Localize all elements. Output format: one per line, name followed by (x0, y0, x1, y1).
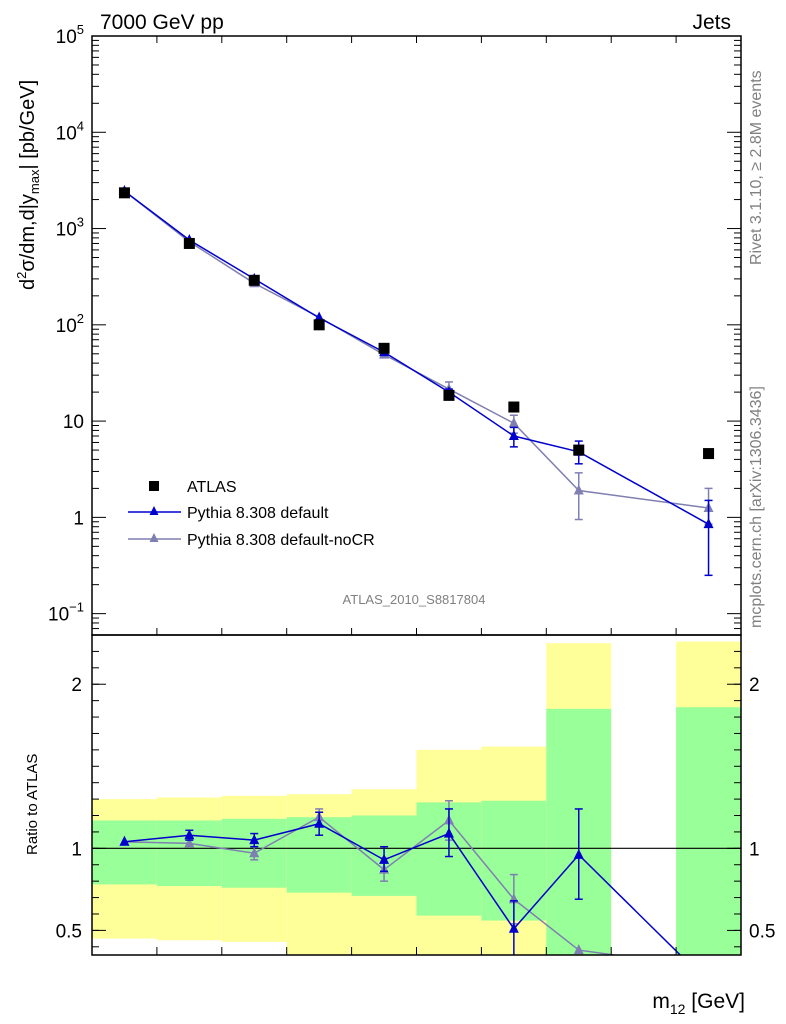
ratio-triangle-point (704, 977, 714, 987)
ratio-triangle-point (249, 847, 260, 858)
mcplots-info: mcplots.cern.ch [arXiv:1306.3436] (748, 386, 765, 628)
x-axis-label: m12 [GeV] (652, 990, 745, 1017)
atlas-data-point (118, 187, 130, 199)
y-tick-label: 10 (63, 412, 84, 433)
ratio-tick-label-right: 1 (749, 839, 760, 860)
main-triangle-point (573, 484, 584, 495)
atlas-data-point (183, 237, 195, 249)
ratio-triangle-point (184, 829, 195, 840)
legend-label-default: Pythia 8.308 default (187, 505, 329, 522)
rivet-info: Rivet 3.1.10, ≥ 2.8M events (748, 70, 765, 265)
y-tick-label: 103 (56, 215, 84, 241)
main-triangle-point (508, 417, 519, 428)
legend-label-atlas: ATLAS (187, 479, 237, 496)
ratio-tick-label-right: 0.5 (749, 921, 775, 942)
ratio-tick-label-left: 2 (71, 675, 82, 696)
atlas-data-point (443, 389, 455, 401)
legend-marker-default (149, 506, 159, 515)
ratio-triangle-point (508, 922, 519, 933)
ratio-triangle-point (573, 944, 584, 955)
ratio-triangle-point (119, 835, 130, 846)
main-triangle-point (508, 430, 519, 441)
ratio-triangle-point (184, 837, 195, 848)
ratio-tick-label-left: 0.5 (56, 921, 82, 942)
main-series-line (123, 190, 709, 525)
ratio-triangle-point (314, 817, 325, 828)
legend-marker-nocr (149, 533, 159, 542)
ratio-triangle-point (443, 827, 454, 838)
atlas-data-point (703, 448, 715, 460)
main-ylabel: d2σ/dm,d|ymax| [pb/GeV] (14, 80, 42, 290)
main-series-line (123, 190, 709, 509)
legend-label-nocr: Pythia 8.308 default-noCR (187, 532, 375, 549)
ratio-tick-label-right: 2 (749, 675, 760, 696)
legend-marker-atlas (149, 481, 159, 491)
atlas-data-point (508, 401, 520, 413)
ratio-plot: 2 2 1 1 0.5 0.5 (56, 634, 775, 987)
ratio-tick-label-left: 1 (71, 839, 82, 860)
legend: ATLAS Pythia 8.308 default Pythia 8.308 … (128, 479, 375, 549)
uncertainty-band-inner (676, 707, 741, 955)
atlas-data-point (573, 444, 585, 456)
y-tick-label: 1 (73, 508, 84, 529)
y-tick-label: 102 (56, 311, 84, 337)
atlas-data-point (378, 342, 390, 354)
ratio-ylabel: Ratio to ATLAS (24, 754, 41, 855)
ratio-ticks: 2 2 1 1 0.5 0.5 (56, 650, 775, 955)
header-left: 7000 GeV pp (100, 11, 224, 34)
ratio-triangle-point (704, 962, 714, 972)
atlas-data-point (248, 274, 260, 286)
main-triangle-point (703, 518, 714, 529)
header-right: Jets (692, 11, 731, 34)
atlas-data-point (313, 319, 325, 331)
uncertainty-band-inner (92, 820, 157, 885)
y-tick-label: 105 (56, 22, 84, 48)
y-tick-label: 10−1 (48, 600, 84, 626)
ratio-triangle-point (573, 848, 584, 859)
y-tick-label: 104 (56, 118, 84, 144)
analysis-label: ATLAS_2010_S8817804 (343, 592, 486, 607)
ratio-triangle-point (249, 834, 260, 845)
ratio-triangle-point (379, 853, 390, 864)
ratio-frame (91, 634, 742, 956)
ratio-clip-group (92, 641, 741, 987)
